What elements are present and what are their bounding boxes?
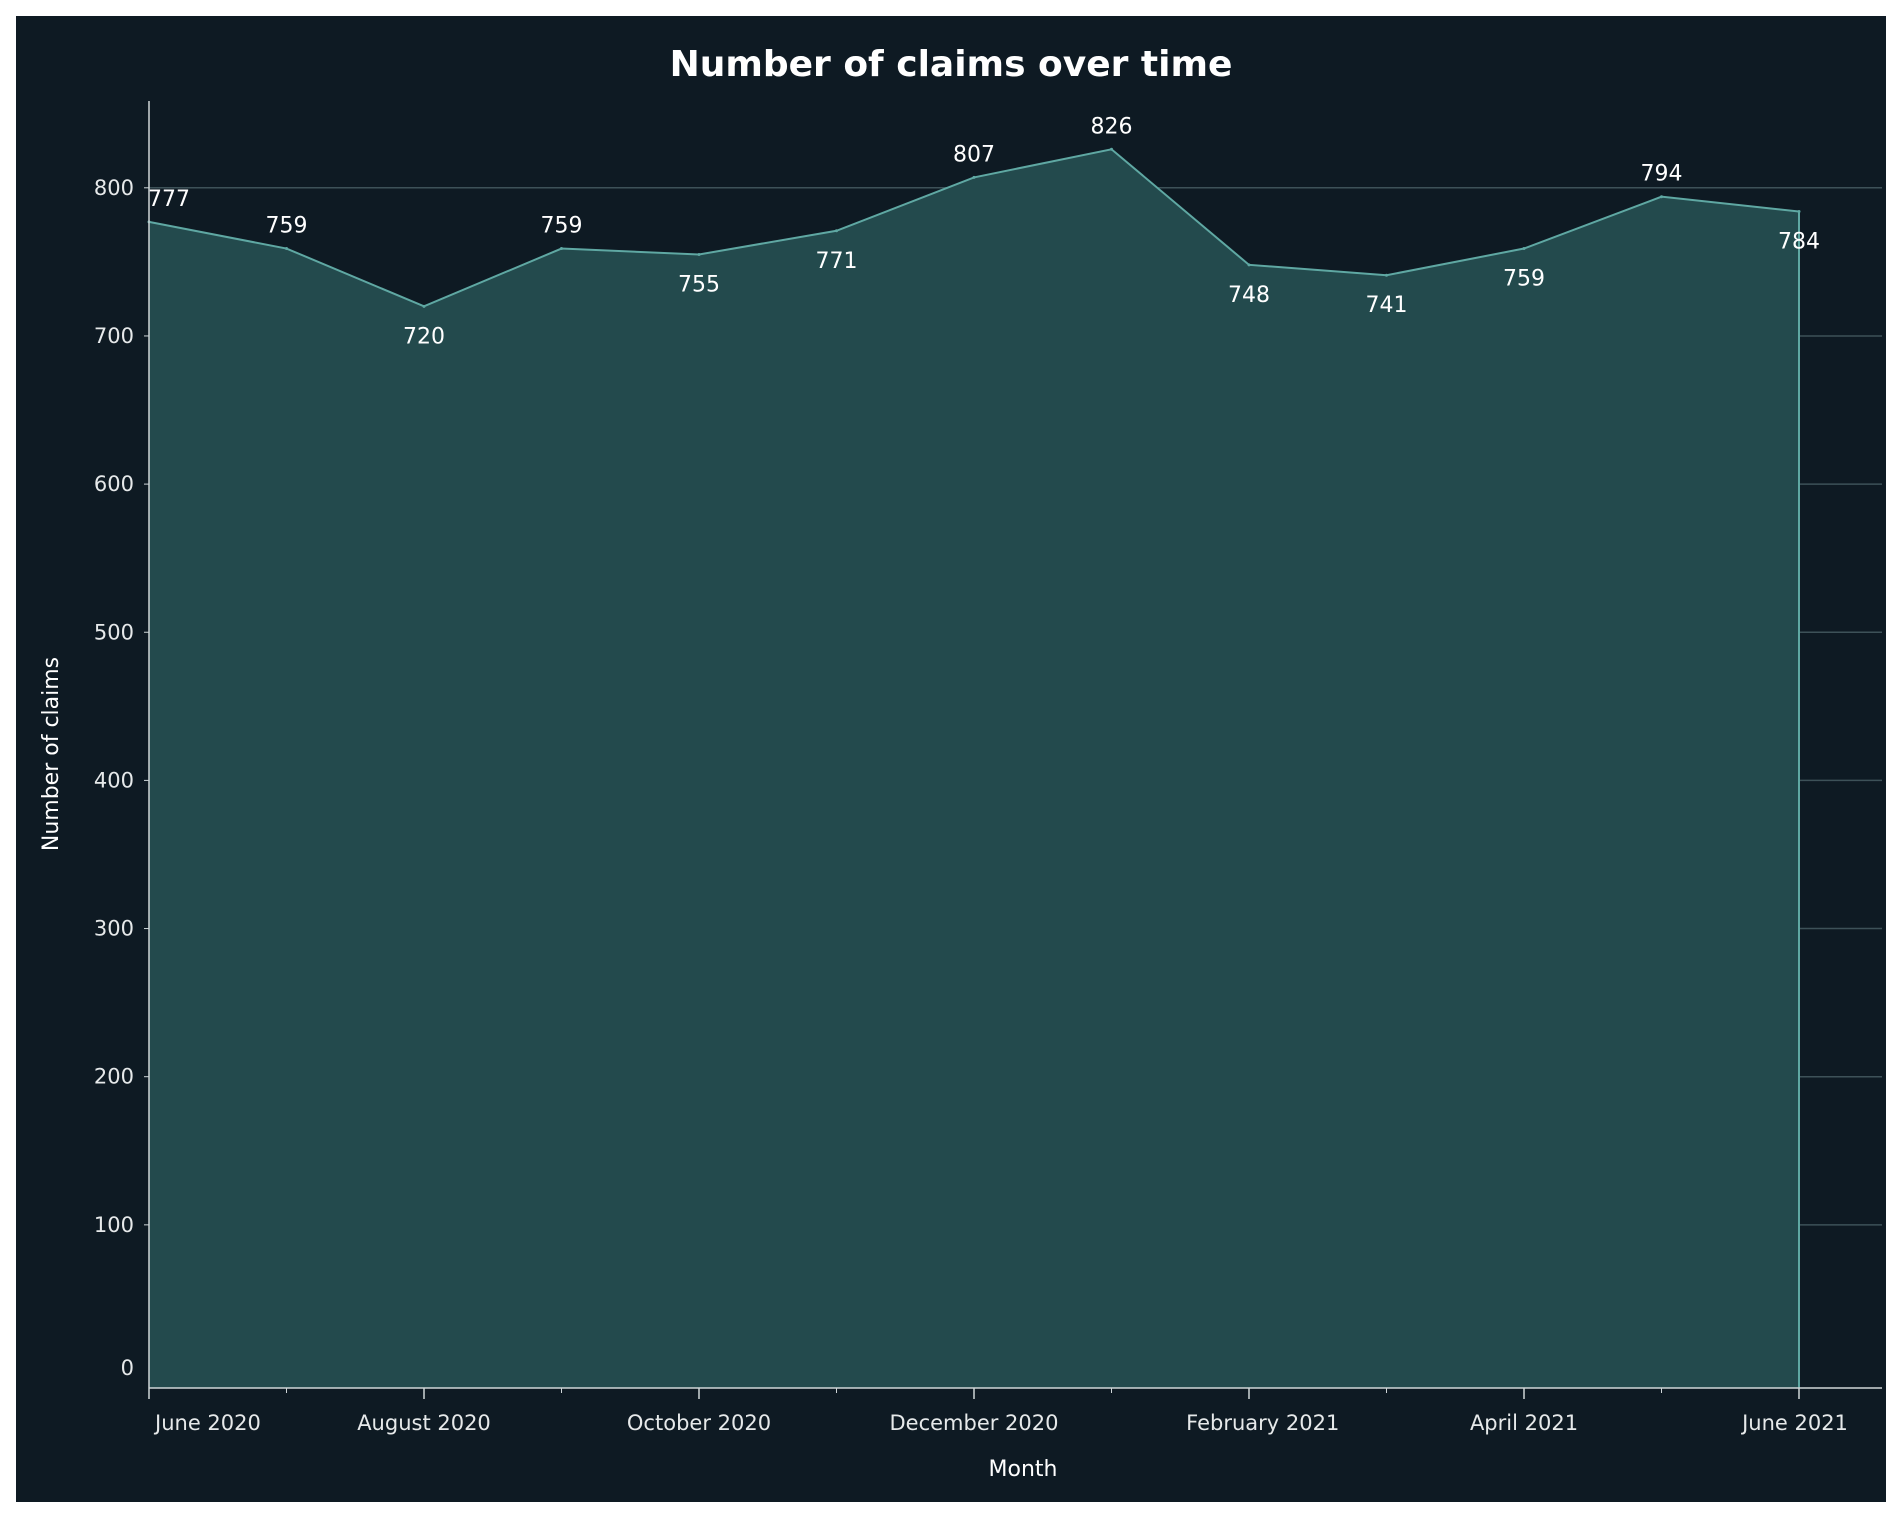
data-label: 741 (1366, 293, 1408, 318)
data-point (1797, 210, 1801, 214)
data-label: 759 (1503, 267, 1545, 292)
area-chart: Number of claims over time 0 100 200 300 400… (39, 44, 1882, 1482)
data-label: 748 (1228, 283, 1270, 308)
y-tick-label: 400 (94, 768, 134, 792)
y-tick-label: 500 (94, 620, 134, 644)
y-tick-label: 100 (94, 1213, 134, 1237)
y-tick-label: 300 (94, 917, 134, 941)
data-label: 807 (953, 142, 995, 167)
x-tick-label: October 2020 (627, 1411, 771, 1435)
y-tick-label: 700 (94, 324, 134, 348)
x-axis-ticks: June 2020 August 2020 October 2020 December… (148, 1388, 1848, 1435)
data-label: 784 (1778, 230, 1820, 255)
x-tick-label: April 2021 (1470, 1411, 1578, 1435)
data-point (835, 229, 838, 233)
x-tick-label: June 2021 (1740, 1411, 1848, 1435)
x-tick-label: August 2020 (357, 1411, 491, 1435)
data-point (972, 175, 976, 179)
y-tick-label: 600 (94, 472, 134, 496)
data-point (422, 304, 426, 308)
data-label: 794 (1641, 162, 1683, 187)
data-labels: 777 759 720 759 755 771 807 826 748 741 759 794 784 (148, 114, 1820, 349)
x-axis-title: Month (989, 1457, 1058, 1482)
data-label: 777 (148, 187, 190, 212)
series-line (148, 148, 1800, 1388)
x-tick-label: February 2021 (1186, 1411, 1339, 1435)
data-point (1247, 263, 1251, 267)
chart-frame: Number of claims over time 0 100 200 300 400… (16, 16, 1886, 1502)
x-tick-label: December 2020 (889, 1411, 1058, 1435)
y-axis-title: Number of claims (39, 657, 64, 851)
data-point (560, 247, 563, 251)
plot-area (147, 147, 1801, 1388)
data-point (1522, 247, 1526, 251)
axes (148, 101, 1882, 1389)
data-point (697, 252, 701, 256)
y-tick-label: 200 (94, 1065, 134, 1089)
data-point (1385, 273, 1388, 277)
area-fill (149, 149, 1799, 1388)
data-label: 759 (266, 214, 308, 239)
data-label: 755 (678, 272, 720, 297)
y-axis-ticks: 0 100 200 300 400 500 600 700 800 (94, 176, 149, 1380)
data-point (1110, 147, 1113, 151)
data-point (285, 247, 288, 251)
y-tick-label: 0 (121, 1356, 134, 1380)
data-label: 771 (816, 249, 858, 274)
y-tick-label: 800 (94, 176, 134, 200)
data-point (1660, 195, 1663, 199)
data-label: 720 (403, 324, 445, 349)
data-label: 759 (541, 214, 583, 239)
chart-title: Number of claims over time (670, 44, 1233, 85)
x-tick-label: June 2020 (153, 1411, 261, 1435)
data-label: 826 (1091, 114, 1133, 139)
